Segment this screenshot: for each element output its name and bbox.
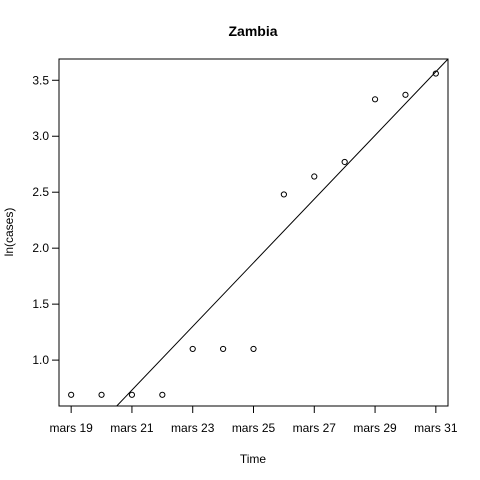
fit-line-group	[116, 58, 449, 407]
data-point	[311, 173, 318, 180]
x-tick-label: mars 19	[49, 421, 93, 435]
y-tick-label: 3.0	[32, 129, 49, 143]
data-point	[341, 158, 348, 166]
y-tick-label: 2.0	[32, 241, 49, 255]
data-point	[159, 391, 166, 398]
fit-line	[116, 58, 449, 407]
x-tick-label: mars 29	[353, 421, 397, 435]
data-point	[432, 70, 439, 77]
x-tick-label: mars 23	[171, 421, 215, 435]
data-point	[189, 345, 196, 353]
x-axis: mars 19 mars 21 mars 23 mars 25 mars 27 mars …	[49, 405, 458, 435]
data-point	[250, 345, 257, 353]
data-point	[68, 391, 75, 398]
data-point	[128, 391, 136, 398]
y-tick-label: 1.5	[32, 297, 49, 311]
y-axis: 1.0 1.5 2.0 2.5 3.0 3.5	[32, 73, 60, 367]
x-tick-label: mars 21	[110, 421, 154, 435]
x-axis-label: Time	[240, 452, 267, 466]
points-group	[68, 70, 439, 398]
data-point	[220, 345, 227, 353]
chart-title: Zambia	[228, 23, 277, 39]
y-tick-label: 2.5	[32, 185, 49, 199]
y-tick-label: 1.0	[32, 353, 49, 367]
data-point	[402, 91, 409, 98]
y-tick-label: 3.5	[32, 73, 49, 87]
data-point	[371, 96, 379, 103]
data-point	[98, 391, 105, 398]
x-tick-label: mars 27	[293, 421, 337, 435]
data-point	[280, 191, 287, 198]
x-tick-label: mars 25	[232, 421, 276, 435]
x-tick-label: mars 31	[414, 421, 458, 435]
y-axis-label: ln(cases)	[2, 208, 16, 257]
